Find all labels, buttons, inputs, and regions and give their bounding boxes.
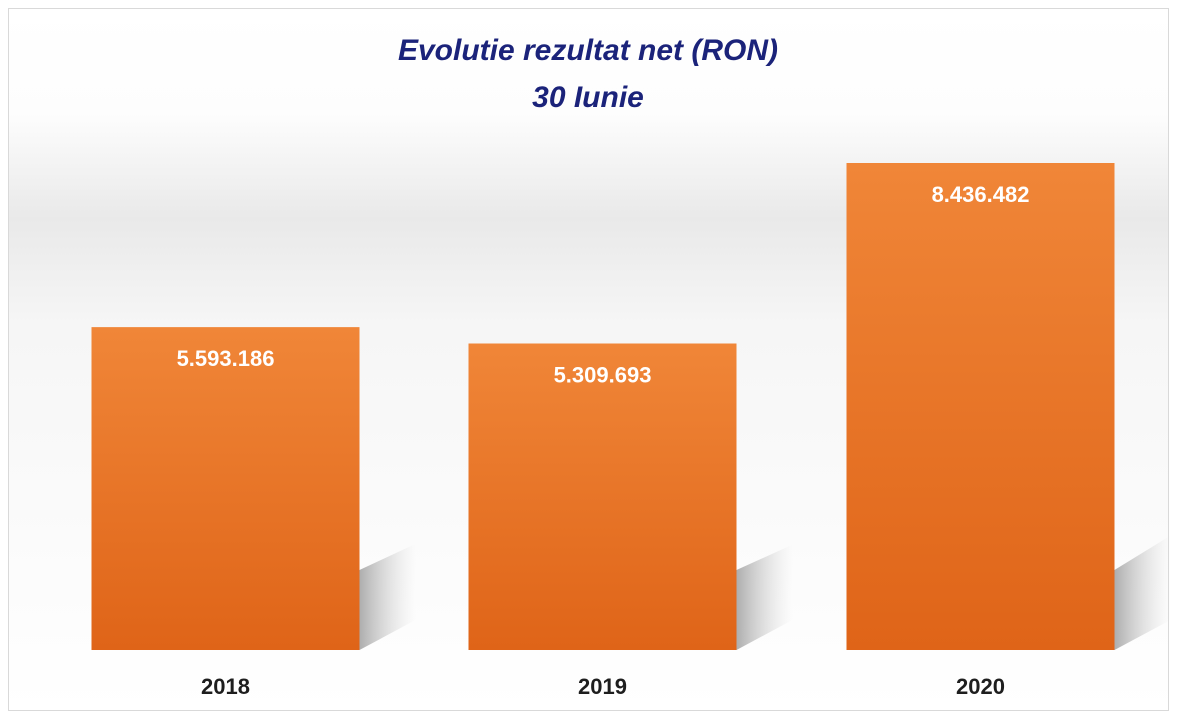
bar bbox=[846, 163, 1115, 650]
bar bbox=[468, 343, 737, 650]
value-label: 5.309.693 bbox=[554, 362, 652, 387]
bar-shadow bbox=[359, 543, 416, 650]
value-label: 8.436.482 bbox=[932, 182, 1030, 207]
x-tick-label: 2019 bbox=[578, 674, 627, 699]
bar-shadow bbox=[736, 544, 793, 650]
x-tick-label: 2020 bbox=[956, 674, 1005, 699]
chart-title: Evolutie rezultat net (RON) bbox=[398, 34, 778, 67]
chart-subtitle: 30 Iunie bbox=[532, 81, 644, 114]
value-label: 5.593.186 bbox=[177, 346, 275, 371]
x-tick-label: 2018 bbox=[201, 674, 250, 699]
bar-shadow bbox=[1114, 535, 1171, 650]
bar bbox=[91, 327, 360, 650]
